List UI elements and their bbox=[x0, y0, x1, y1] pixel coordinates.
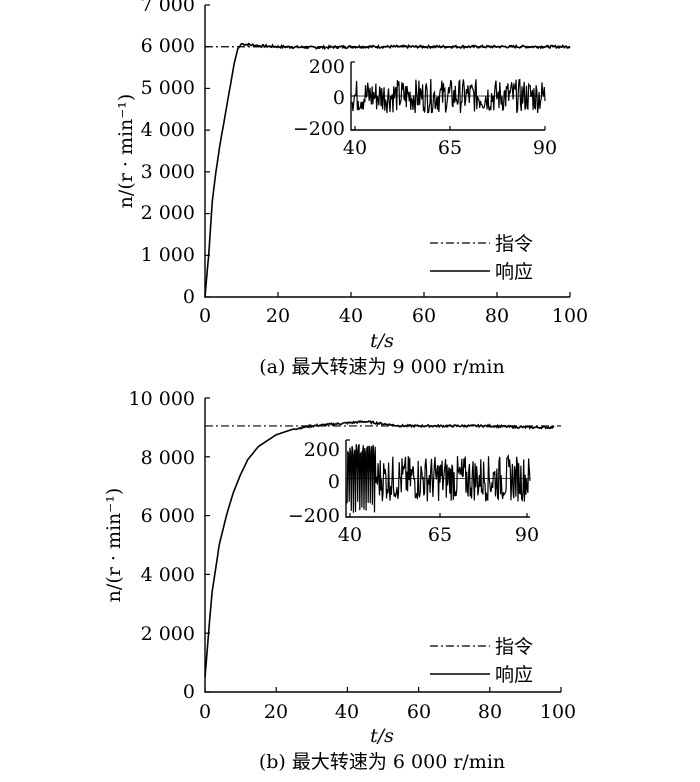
chart-a-ylabel: n/(r · min⁻¹) bbox=[115, 94, 137, 209]
chart-b-inset-xtick: 40 bbox=[338, 524, 362, 546]
chart-a-legend-response-label: 响应 bbox=[495, 261, 533, 283]
chart-b-ytick: 0 bbox=[183, 681, 195, 703]
chart-a-ytick: 1 000 bbox=[141, 244, 195, 266]
chart-a-ytick: 3 000 bbox=[141, 161, 195, 183]
chart-a: 0 20 40 60 80 100 0 1 000 2 000 3 000 4 … bbox=[115, 0, 588, 378]
chart-b-xtick: 0 bbox=[199, 701, 211, 723]
chart-a-xtick: 40 bbox=[339, 305, 363, 327]
chart-b-inset-series-error bbox=[346, 443, 531, 513]
chart-b-xtick: 40 bbox=[335, 701, 359, 723]
chart-a-data-layer bbox=[204, 42, 571, 298]
chart-a-inset-xtick: 90 bbox=[533, 137, 557, 159]
chart-a-ytick: 0 bbox=[183, 286, 195, 308]
chart-b-inset-xtick: 65 bbox=[428, 524, 452, 546]
chart-b-inset-ytick: −200 bbox=[288, 505, 340, 527]
chart-b-ylabel: n/(r · min⁻¹) bbox=[103, 488, 125, 603]
chart-a-caption: (a) 最大转速为 9 000 r/min bbox=[259, 356, 504, 378]
chart-a-legend-command-label: 指令 bbox=[495, 233, 533, 255]
chart-b-legend-response-label: 响应 bbox=[495, 664, 533, 686]
chart-b-inset-xtick: 90 bbox=[515, 524, 539, 546]
chart-a-ytick: 5 000 bbox=[141, 77, 195, 99]
chart-a-inset-axes bbox=[350, 62, 545, 131]
chart-a-inset-series-error bbox=[351, 78, 546, 114]
chart-b-ticks bbox=[204, 397, 562, 693]
chart-b-ytick: 8 000 bbox=[141, 447, 195, 469]
chart-b: 0 20 40 60 80 100 0 2 000 4 000 6 000 8 … bbox=[103, 388, 576, 773]
chart-a-xtick: 60 bbox=[412, 305, 436, 327]
chart-b-legend: 指令 响应 bbox=[430, 636, 533, 686]
chart-b-inset-ytick: 200 bbox=[304, 439, 340, 461]
chart-a-ytick: 7 000 bbox=[141, 0, 195, 16]
chart-b-xtick: 100 bbox=[540, 701, 576, 723]
chart-a-inset-xtick: 40 bbox=[343, 137, 367, 159]
chart-a-xtick: 100 bbox=[552, 305, 588, 327]
chart-b-inset-ytick: 0 bbox=[328, 471, 340, 493]
chart-a-ytick: 2 000 bbox=[141, 202, 195, 224]
chart-b-xtick: 80 bbox=[478, 701, 502, 723]
chart-a-inset-xtick: 65 bbox=[438, 137, 462, 159]
chart-a-inset-ytick: 200 bbox=[309, 56, 345, 78]
chart-b-xlabel: t/s bbox=[370, 725, 394, 747]
chart-b-inset-axes bbox=[345, 440, 530, 518]
chart-a-xtick: 20 bbox=[266, 305, 290, 327]
chart-b-ytick: 6 000 bbox=[141, 505, 195, 527]
chart-a-ytick: 4 000 bbox=[141, 119, 195, 141]
chart-b-data-layer bbox=[204, 420, 561, 678]
chart-a-ticks bbox=[204, 4, 571, 298]
chart-a-inset-data bbox=[351, 61, 546, 131]
chart-b-ytick: 2 000 bbox=[141, 623, 195, 645]
chart-a-inset-ytick: −200 bbox=[293, 118, 345, 140]
chart-b-legend-command-label: 指令 bbox=[495, 636, 533, 658]
chart-a-inset-ytick: 0 bbox=[333, 87, 345, 109]
chart-b-xtick: 60 bbox=[407, 701, 431, 723]
chart-b-xtick: 20 bbox=[264, 701, 288, 723]
chart-b-ytick: 4 000 bbox=[141, 564, 195, 586]
chart-a-xtick: 0 bbox=[199, 305, 211, 327]
chart-b-inset: 200 0 −200 40 65 90 bbox=[288, 439, 539, 546]
chart-b-caption: (b) 最大转速为 6 000 r/min bbox=[259, 751, 505, 773]
chart-a-ytick: 6 000 bbox=[141, 35, 195, 57]
chart-a-xlabel: t/s bbox=[370, 330, 394, 352]
chart-a-inset: 200 0 −200 40 65 90 bbox=[293, 56, 557, 159]
chart-a-legend: 指令 响应 bbox=[430, 233, 533, 283]
chart-b-series-response bbox=[204, 420, 555, 678]
chart-a-series-response bbox=[204, 42, 571, 298]
chart-b-inset-data bbox=[346, 439, 531, 518]
chart-a-xtick: 80 bbox=[485, 305, 509, 327]
chart-b-ytick: 10 000 bbox=[129, 388, 195, 410]
